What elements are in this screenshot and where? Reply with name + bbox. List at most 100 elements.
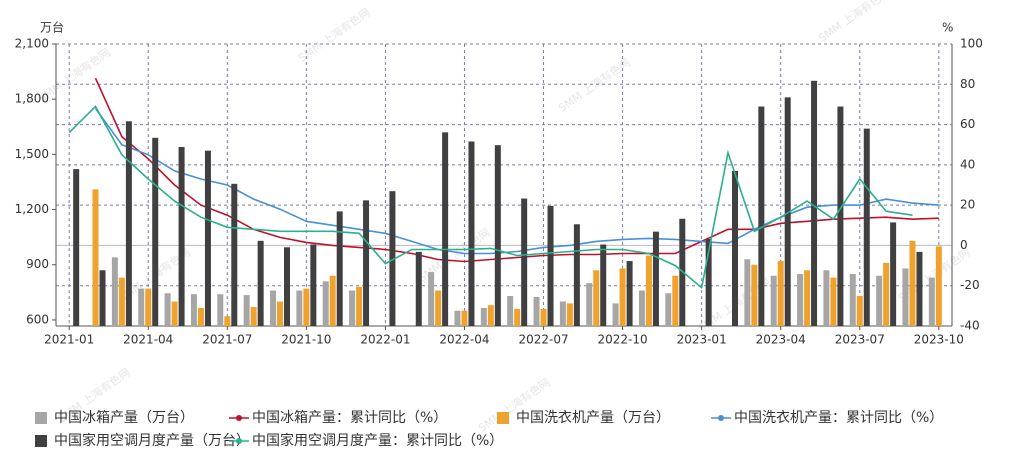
- bar: [164, 293, 171, 326]
- bar: [514, 308, 521, 326]
- watermark: SMM 上海有色网: [415, 225, 492, 285]
- bar: [99, 270, 106, 326]
- bar: [547, 205, 554, 326]
- bar: [171, 301, 178, 326]
- y2-tick-label: 80: [960, 77, 975, 91]
- x-tick-label: 2023-10: [914, 333, 964, 347]
- bar: [586, 283, 593, 326]
- y2-tick-label: -40: [960, 319, 980, 333]
- bar: [329, 275, 336, 326]
- y2-tick-label: 20: [960, 198, 975, 212]
- legend-label: 中国冰箱产量：累计同比（%）: [252, 410, 447, 426]
- bar: [296, 290, 303, 326]
- bar: [797, 273, 804, 326]
- bar: [92, 189, 99, 326]
- watermark: SMM 上海有色网: [295, 5, 372, 65]
- legend-swatch: [718, 415, 724, 421]
- x-tick-label: 2021-10: [281, 333, 331, 347]
- bar: [909, 240, 916, 326]
- bar: [935, 246, 942, 326]
- bar: [507, 296, 514, 326]
- bar: [744, 259, 751, 326]
- bar: [619, 268, 626, 326]
- bar: [784, 97, 791, 327]
- bar: [73, 169, 80, 326]
- bar: [224, 316, 231, 326]
- y-tick-label: 1,800: [15, 92, 49, 106]
- bar: [533, 296, 540, 326]
- bar: [494, 145, 501, 326]
- bar: [257, 240, 264, 326]
- x-tick-label: 2021-07: [202, 333, 252, 347]
- bar: [732, 170, 738, 326]
- x-tick-label: 2021-04: [123, 333, 173, 347]
- watermark: SMM 上海有色网: [555, 55, 632, 115]
- bar: [277, 301, 283, 326]
- y-tick-label: 2,100: [15, 37, 49, 51]
- bar: [521, 198, 528, 326]
- bar: [303, 288, 310, 326]
- bar: [837, 106, 844, 326]
- bar: [204, 150, 211, 326]
- bar: [270, 290, 276, 326]
- legend-label: 中国冰箱产量（万台）: [54, 410, 194, 426]
- x-tick-label: 2023-07: [835, 333, 885, 347]
- legend-label: 中国家用空调月度产量（万台）: [54, 432, 250, 449]
- bar: [652, 231, 659, 326]
- x-tick-label: 2022-07: [518, 333, 568, 347]
- bar: [111, 257, 118, 326]
- y-tick-label: 600: [26, 312, 49, 326]
- y-tick-label: 1,500: [15, 147, 49, 161]
- y-tick-label: 900: [26, 257, 49, 271]
- bar: [823, 270, 830, 326]
- bar: [638, 290, 645, 326]
- legend-label: 中国家用空调月度产量：累计同比（%）: [252, 432, 503, 449]
- bar: [751, 264, 758, 326]
- bar: [310, 244, 317, 326]
- bar: [559, 301, 566, 326]
- bar: [804, 270, 811, 326]
- bar: [435, 290, 442, 326]
- bar: [415, 251, 422, 326]
- bar: [665, 293, 672, 326]
- bar: [125, 121, 132, 326]
- bar: [336, 211, 343, 326]
- bar: [468, 141, 475, 326]
- bar: [217, 294, 224, 326]
- bar: [758, 106, 765, 326]
- bar: [442, 132, 449, 326]
- x-tick-label: 2022-01: [360, 333, 410, 347]
- bar: [231, 183, 238, 326]
- x-tick-label: 2023-04: [756, 333, 806, 347]
- y2-tick-label: 60: [960, 117, 975, 131]
- legend-label: 中国洗衣机产量（万台）: [516, 410, 670, 426]
- bar: [928, 277, 935, 326]
- bar: [830, 277, 837, 326]
- bar: [883, 262, 890, 326]
- bar: [138, 288, 145, 326]
- bar: [190, 294, 197, 326]
- x-tick-label: 2022-04: [439, 333, 489, 347]
- bar: [389, 191, 396, 326]
- bar: [454, 310, 461, 326]
- bar: [849, 273, 856, 326]
- bar: [349, 290, 356, 326]
- y-tick-label: 1,200: [15, 202, 49, 216]
- bar: [573, 224, 580, 326]
- bar: [705, 238, 712, 326]
- x-tick-label: 2023-01: [677, 333, 727, 347]
- legend-swatch: [35, 412, 47, 424]
- bar: [487, 305, 494, 326]
- bar: [540, 308, 547, 326]
- bar: [243, 295, 250, 326]
- x-tick-label: 2022-10: [598, 333, 648, 347]
- bar: [152, 137, 159, 326]
- y2-tick-label: -20: [960, 278, 980, 292]
- legend-swatch: [236, 415, 242, 421]
- bar: [890, 222, 897, 326]
- bar: [461, 310, 468, 326]
- bar: [197, 307, 204, 326]
- bar: [600, 244, 607, 326]
- bar: [770, 275, 777, 326]
- legend-swatch: [236, 438, 242, 444]
